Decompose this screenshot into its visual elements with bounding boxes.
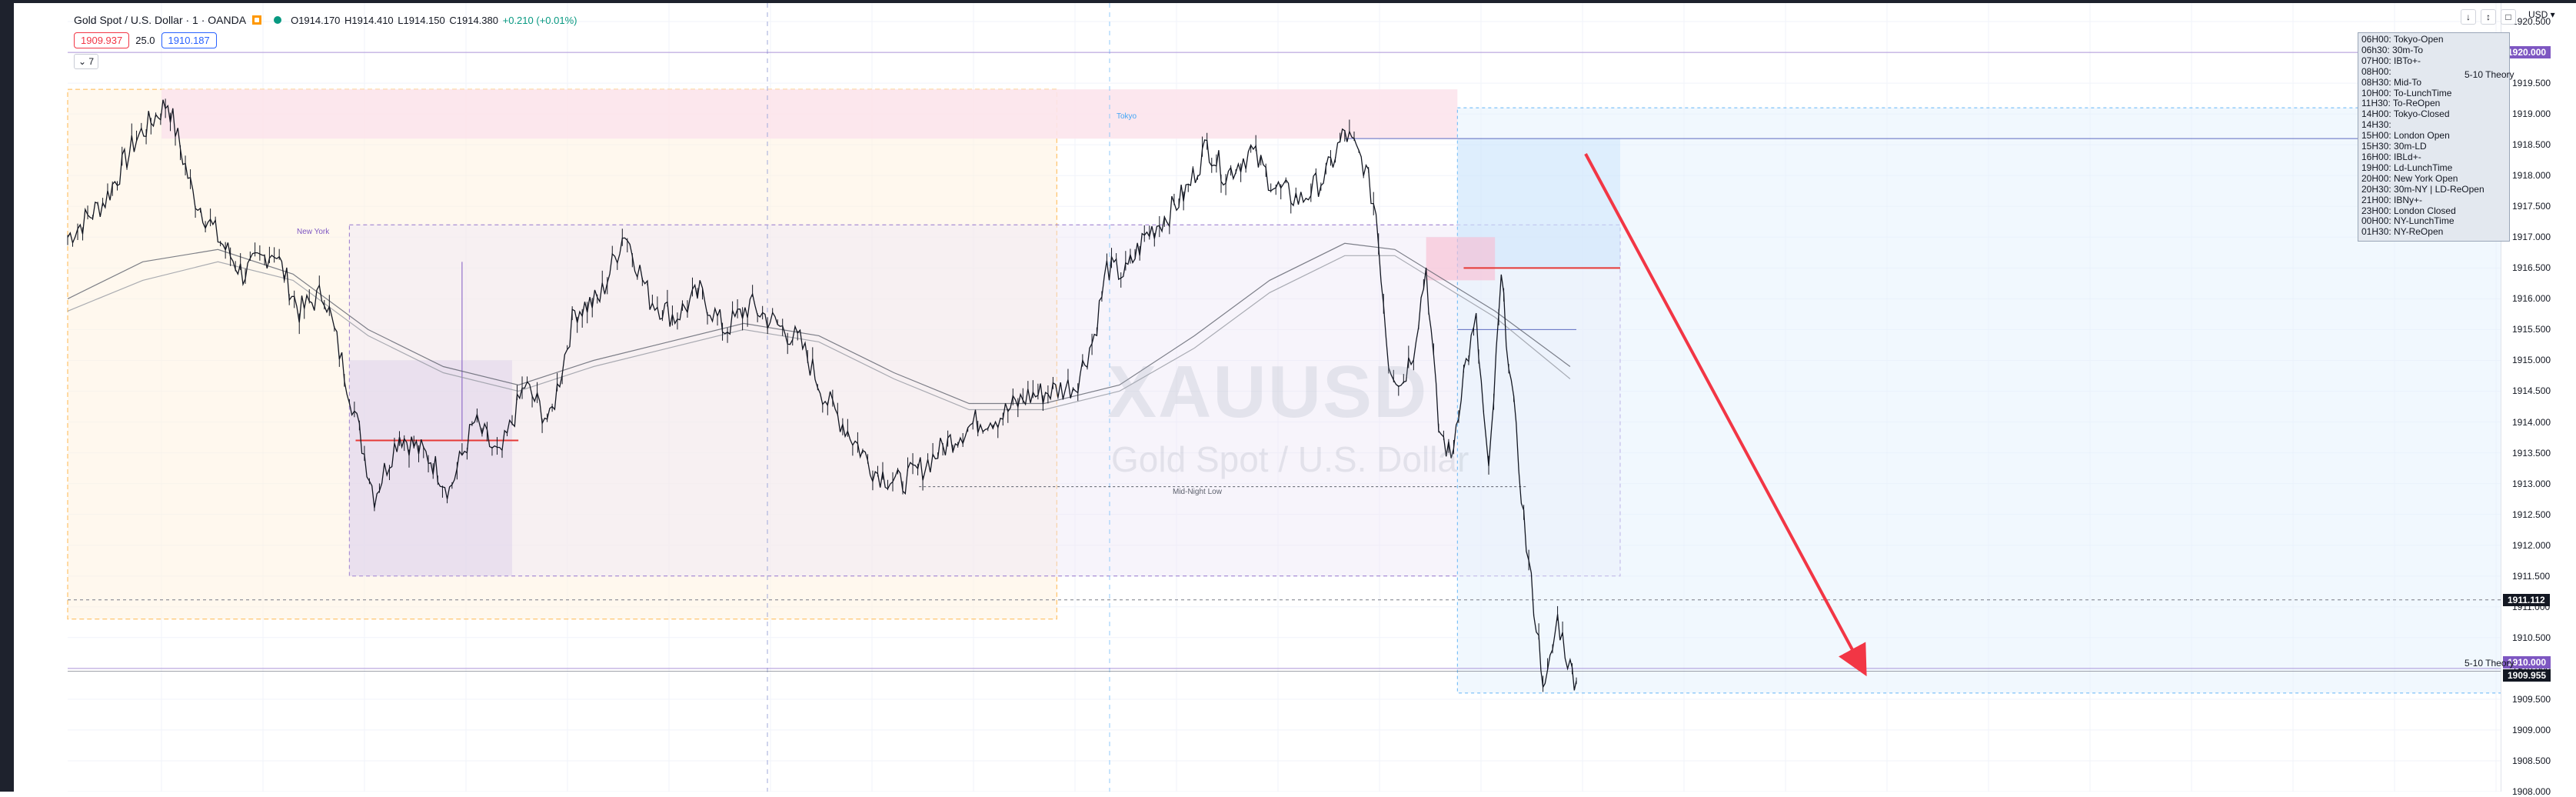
price-tick-label: 1914.500 (2512, 385, 2551, 397)
market-open-icon (274, 16, 282, 24)
high-band-zone (161, 89, 1458, 139)
theory-high-price-label: 1920.000 (2503, 46, 2551, 59)
trade-buttons: 1909.937 25.0 1910.187 (74, 32, 217, 48)
watermark-symbol: XAUUSD (1107, 351, 1429, 433)
session-schedule-panel: 06H00: Tokyo-Open 06h30: 30m-To 07H00: I… (2358, 32, 2510, 242)
new-york-session-label: New York (297, 228, 330, 236)
buy-button[interactable]: 1910.187 (161, 32, 217, 48)
price-tick-label: 1918.000 (2512, 170, 2551, 182)
price-tick-label: 1912.000 (2512, 539, 2551, 551)
watermark-description: Gold Spot / U.S. Dollar (1111, 439, 1469, 479)
theory-low-price-label: 1910.000 (2503, 655, 2551, 669)
price-tick-label: 1913.500 (2512, 447, 2551, 459)
price-tick-label: 1917.500 (2512, 201, 2551, 212)
indicators-collapse-button[interactable]: ⌄ 7 (74, 54, 98, 69)
ohlc-values: O1914.170 H1914.410 L1914.150 C1914.380 … (291, 15, 578, 26)
close-value: C1914.380 (449, 14, 498, 26)
price-tick-label: 1915.500 (2512, 324, 2551, 335)
price-tick-label: 1913.000 (2512, 478, 2551, 489)
high-value: H1914.410 (344, 14, 394, 26)
scroll-down-icon[interactable]: ↓ (2461, 9, 2476, 25)
supply-zone (1426, 237, 1496, 281)
new-york-session-zone (348, 224, 1621, 577)
price-axis[interactable]: 1908.000 1908.500 1909.000 1909.500 1910.000… (2501, 3, 2576, 797)
price-line (67, 99, 1577, 691)
moving-averages (67, 242, 1571, 411)
flag-icon[interactable] (252, 15, 262, 25)
price-tick-label: 1916.500 (2512, 262, 2551, 274)
spread-value: 25.0 (135, 35, 155, 46)
price-tick-label: 1915.000 (2512, 355, 2551, 366)
price-tick-label: 1909.000 (2512, 724, 2551, 735)
symbol-legend: Gold Spot / U.S. Dollar · 1 · OANDA O191… (74, 11, 578, 29)
london-session-zone (67, 88, 1057, 620)
left-toolbar-strip (0, 0, 14, 792)
trend-arrow (1584, 153, 1867, 677)
currency-selector[interactable]: USD ▾ (2528, 9, 2555, 20)
low-value: L1914.150 (398, 14, 445, 26)
price-tick-label: 1914.000 (2512, 416, 2551, 428)
mid-night-low-label: Mid-Night Low (1173, 488, 1222, 496)
price-tick-label: 1920.500 (2512, 16, 2551, 28)
price-tick-label: 1918.500 (2512, 139, 2551, 151)
fullscreen-icon[interactable]: □ (2501, 9, 2516, 25)
axis-controls: ↓ ↕ □ (2461, 9, 2516, 25)
new-york-ib-zone (349, 360, 513, 576)
price-tick-label: 1919.000 (2512, 108, 2551, 120)
session-zones (67, 3, 2576, 792)
level-lines (68, 52, 2501, 672)
scale-icon[interactable]: ↕ (2481, 9, 2496, 25)
symbol-title[interactable]: Gold Spot / U.S. Dollar · 1 · OANDA (74, 14, 247, 26)
price-tick-label: 1916.000 (2512, 293, 2551, 305)
price-tick-label: 1908.500 (2512, 755, 2551, 766)
ma-fast-line (67, 242, 1571, 405)
change-value: +0.210 (+0.01%) (502, 14, 577, 26)
theory-high-label: 5-10 Theory (2465, 69, 2514, 80)
price-tick-label: 1912.500 (2512, 509, 2551, 520)
tokyo-session-label: Tokyo (1117, 112, 1137, 121)
sell-button[interactable]: 1909.937 (74, 32, 130, 48)
price-tick-label: 1919.500 (2512, 78, 2551, 89)
price-tick-label: 1908.000 (2512, 786, 2551, 797)
ma-slow-line (67, 255, 1571, 411)
price-tick-label: 1909.500 (2512, 693, 2551, 705)
theory-low-label: 5-10 Theory (2465, 658, 2514, 669)
price-tick-label: 1910.500 (2512, 632, 2551, 643)
last-price-label: 1909.955 (2503, 669, 2551, 682)
crosshair-price-label: 1911.112 (2503, 593, 2550, 606)
price-tick-label: 1911.500 (2512, 570, 2551, 582)
open-value: O1914.170 (291, 14, 341, 26)
top-window-strip (0, 0, 2576, 3)
price-series (67, 98, 1577, 692)
bearish-arrow (1584, 153, 1867, 677)
price-tick-label: 1917.000 (2512, 232, 2551, 243)
